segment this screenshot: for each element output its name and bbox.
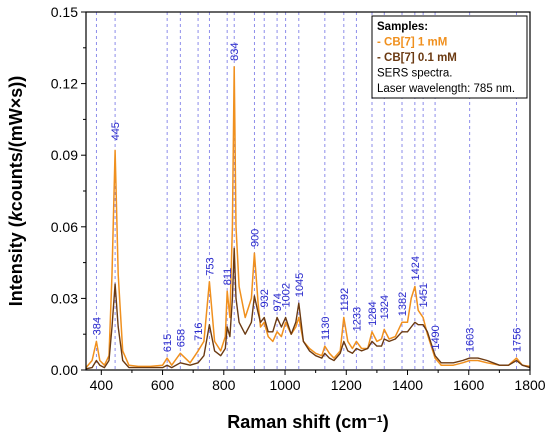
peak-label-1130: 1130: [320, 316, 332, 340]
x-tick-label-1400: 1400: [392, 377, 423, 393]
x-tick-label-1000: 1000: [269, 377, 300, 393]
y-axis-title: Intensity (kcounts/(mW×s)): [6, 76, 26, 307]
x-tick-label-800: 800: [212, 377, 236, 393]
legend-entry-series-1: - CB[7] 1 mM: [377, 37, 447, 49]
peak-label-1490: 1490: [430, 325, 442, 349]
y-tick-label-5: 0.15: [51, 4, 78, 20]
x-tick-label-1600: 1600: [453, 377, 484, 393]
legend-note-laser: Laser wavelength: 785 nm.: [377, 83, 515, 95]
series-line-2: [85, 247, 531, 370]
legend-box: [371, 15, 528, 99]
x-tick-label-400: 400: [90, 377, 114, 393]
peak-label-1002: 1002: [281, 283, 293, 307]
peak-label-384: 384: [91, 317, 103, 335]
peak-label-445: 445: [110, 122, 122, 140]
peak-label-811: 811: [222, 268, 234, 286]
peak-label-1756: 1756: [512, 328, 524, 352]
legend-dash-2: -: [377, 52, 384, 64]
legend: Samples: - CB[7] 1 mM - CB[7] 0.1 mM SER…: [371, 15, 528, 99]
peak-label-1603: 1603: [465, 328, 477, 352]
peak-label-1233: 1233: [351, 307, 363, 331]
peak-label-615: 615: [162, 334, 174, 352]
peak-label-1045: 1045: [294, 273, 306, 297]
peak-label-716: 716: [193, 323, 205, 341]
peak-label-932: 932: [259, 289, 271, 307]
legend-note-spectra: SERS spectra.: [377, 68, 452, 80]
y-axis: 0.00 0.03 0.06 0.09 0.12 0.15: [51, 4, 86, 378]
legend-entry-series-2: - CB[7] 0.1 mM: [377, 52, 457, 64]
x-tick-label-600: 600: [151, 377, 175, 393]
series-line-1: [85, 66, 531, 369]
series-layer: [85, 66, 531, 370]
y-tick-label-3: 0.09: [51, 147, 78, 163]
peak-label-1451: 1451: [418, 283, 430, 307]
peak-label-1424: 1424: [410, 256, 422, 280]
legend-title: Samples:: [377, 21, 428, 33]
peak-label-753: 753: [204, 257, 216, 275]
peak-label-1192: 1192: [339, 288, 351, 312]
x-axis: 400 600 800 1000 1200 1400 1600 1800: [90, 370, 546, 393]
x-tick-label-1200: 1200: [331, 377, 362, 393]
y-tick-label-4: 0.12: [51, 76, 78, 92]
y-axis-title-part-3: counts/(mW×s)): [6, 76, 26, 212]
y-tick-label-2: 0.06: [51, 219, 78, 235]
x-axis-title: Raman shift (cm⁻¹): [227, 412, 389, 432]
legend-entry-series-2-label: CB[7] 0.1 mM: [384, 52, 457, 64]
y-axis-title-part-2: k: [6, 210, 26, 221]
legend-entry-series-1-label: CB[7] 1 mM: [384, 37, 447, 49]
legend-dash-1: -: [377, 37, 384, 49]
x-tick-label-1800: 1800: [514, 377, 545, 393]
peak-label-658: 658: [175, 329, 187, 347]
y-tick-label-0: 0.00: [51, 362, 78, 378]
peak-label-1382: 1382: [397, 292, 409, 316]
y-axis-title-part-1: Intensity (: [6, 221, 26, 306]
peak-label-1284: 1284: [367, 301, 379, 325]
y-tick-label-1: 0.03: [51, 290, 78, 306]
peak-label-900: 900: [249, 229, 261, 247]
peak-label-1324: 1324: [379, 295, 391, 319]
peak-label-834: 834: [229, 43, 241, 61]
peak-label-974: 974: [272, 293, 284, 311]
